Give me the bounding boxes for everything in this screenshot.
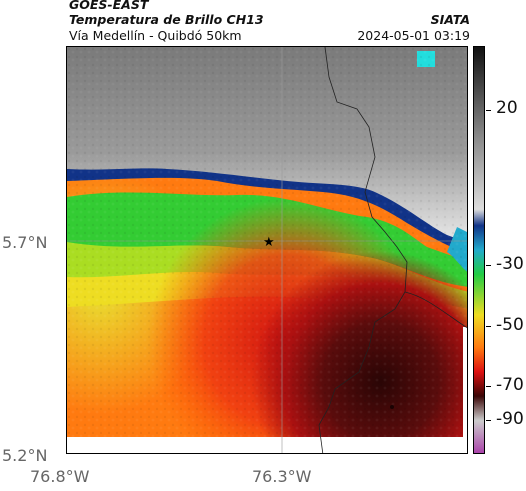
region-subtitle: Vía Medellín - Quibdó 50km: [69, 28, 242, 43]
lon-label-76.3: 76.3°W: [252, 467, 312, 486]
station-star-icon: ★: [263, 235, 275, 250]
colorbar-label-m30: -30: [496, 254, 524, 274]
boundary-line: [318, 47, 408, 453]
map-canvas: ★: [67, 47, 467, 453]
lon-label-76.8: 76.8°W: [30, 467, 90, 486]
lat-label-5.7: 5.7°N: [2, 233, 48, 252]
colorbar-label-m50: -50: [496, 315, 524, 335]
product-title: Temperatura de Brillo CH13: [69, 12, 264, 27]
colorbar: [473, 46, 485, 454]
timestamp: 2024-05-01 03:19: [357, 28, 470, 43]
satellite-map[interactable]: ★: [66, 46, 468, 454]
satellite-name: GOES-EAST: [69, 0, 149, 12]
colorbar-label-20: 20: [496, 98, 518, 118]
lat-label-5.2: 5.2°N: [2, 446, 48, 465]
colorbar-label-m90: -90: [496, 409, 524, 429]
organization-label: SIATA: [430, 12, 470, 27]
colorbar-label-m70: -70: [496, 375, 524, 395]
